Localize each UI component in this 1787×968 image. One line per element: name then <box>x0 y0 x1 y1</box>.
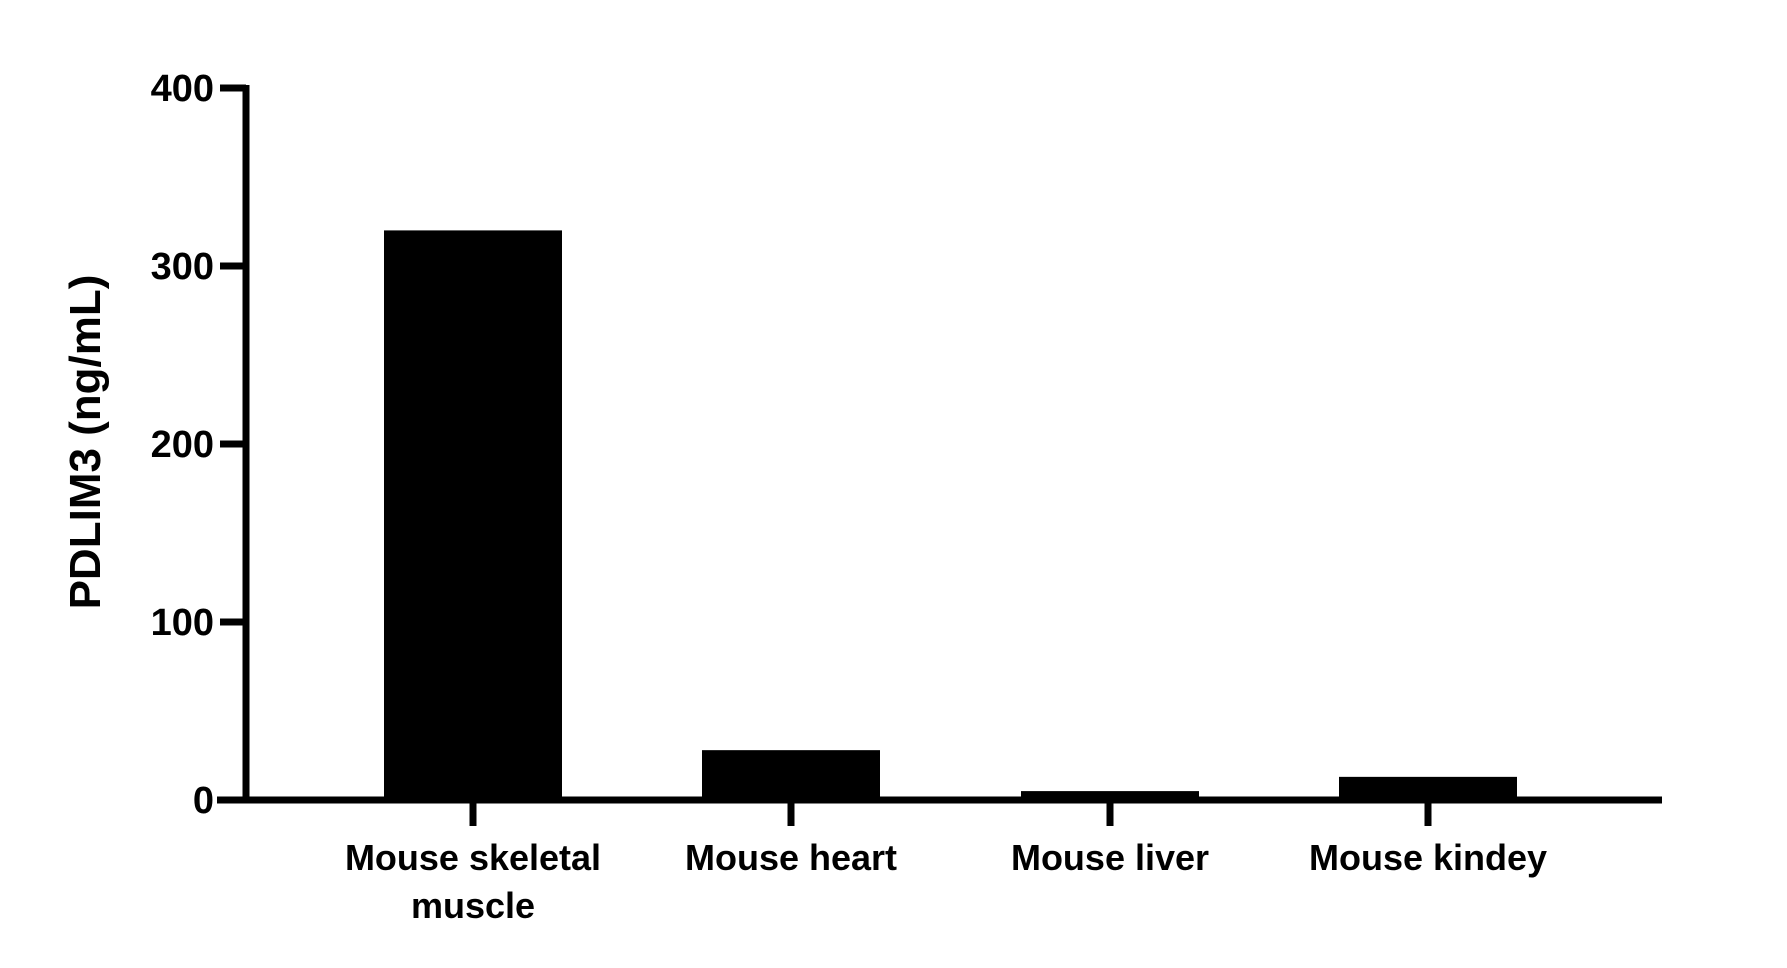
bar-1 <box>702 750 880 800</box>
y-axis-title: PDLIM3 (ng/mL) <box>61 275 110 610</box>
bar-2 <box>1021 791 1199 800</box>
y-tick-label: 400 <box>151 68 214 110</box>
x-category-label: Mouse liver <box>1011 837 1209 878</box>
bar-0 <box>384 230 562 800</box>
y-ticks-group: 0 100 200 300 400 <box>151 68 246 822</box>
y-tick-label: 100 <box>151 602 214 644</box>
bars-group <box>384 230 1517 800</box>
x-category-label: Mouse kindey <box>1309 837 1547 878</box>
x-category-label: Mouse skeletal <box>345 837 601 878</box>
x-ticks-group: Mouse skeletal muscle Mouse heart Mouse liv… <box>345 800 1547 926</box>
x-category-label: muscle <box>411 885 535 926</box>
y-tick-label: 0 <box>193 780 214 822</box>
bar-3 <box>1339 776 1517 800</box>
y-tick-label: 300 <box>151 246 214 288</box>
y-tick-label: 200 <box>151 424 214 466</box>
x-category-label: Mouse heart <box>685 837 897 878</box>
